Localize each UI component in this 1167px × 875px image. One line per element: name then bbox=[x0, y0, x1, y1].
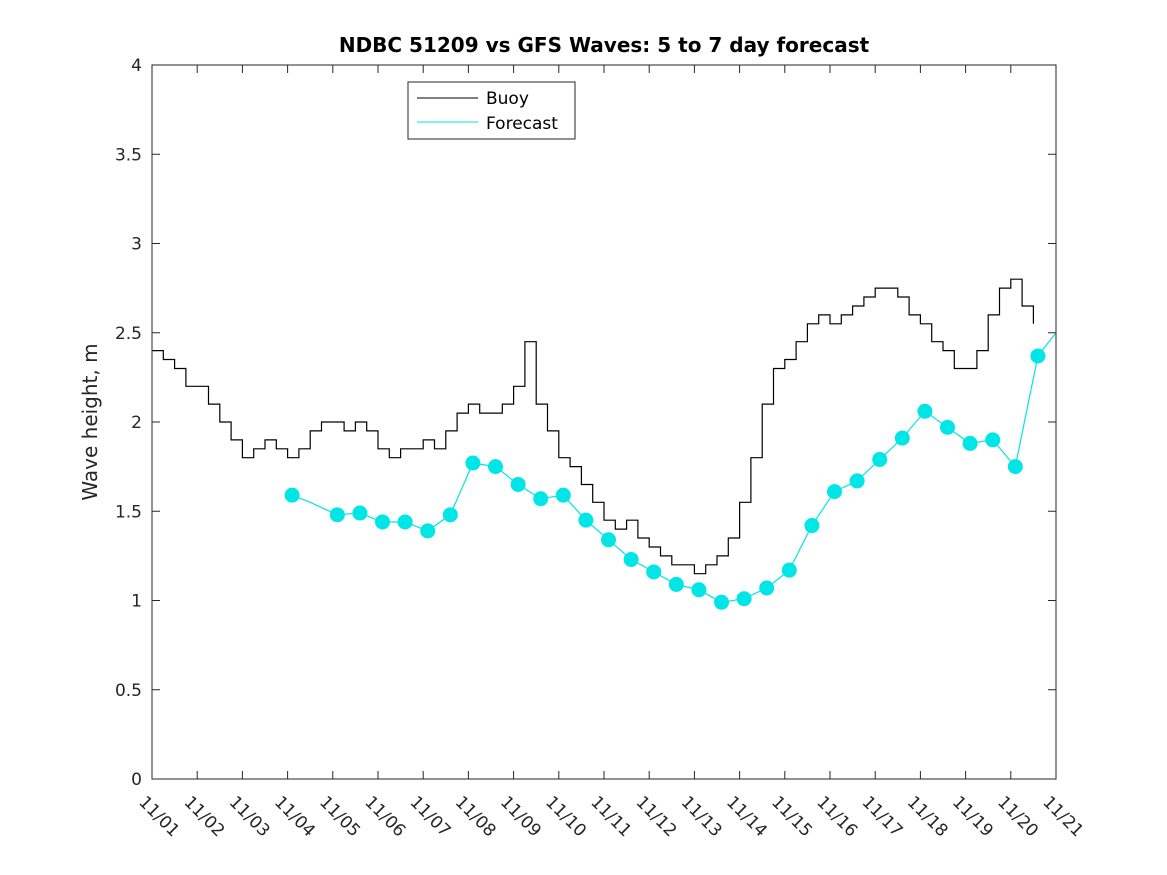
forecast-point bbox=[465, 455, 481, 471]
forecast-point bbox=[623, 551, 639, 567]
forecast-point bbox=[985, 432, 1001, 448]
forecast-point bbox=[691, 582, 707, 598]
y-tick-label: 3.5 bbox=[115, 145, 142, 165]
legend-box bbox=[407, 81, 576, 140]
forecast-point bbox=[284, 487, 300, 503]
y-tick-label: 2 bbox=[131, 413, 142, 433]
forecast-point bbox=[488, 459, 504, 475]
forecast-point bbox=[940, 419, 956, 435]
legend-forecast-label: Forecast bbox=[486, 114, 558, 134]
forecast-point bbox=[352, 505, 368, 521]
y-axis-label: Wave height, m bbox=[78, 343, 102, 500]
forecast-point bbox=[714, 594, 730, 610]
forecast-point bbox=[555, 487, 571, 503]
forecast-point bbox=[759, 580, 775, 596]
forecast-point bbox=[1007, 459, 1023, 475]
forecast-point bbox=[917, 403, 933, 419]
forecast-point bbox=[1030, 348, 1046, 364]
forecast-point bbox=[894, 430, 910, 446]
y-tick-label: 0.5 bbox=[115, 681, 142, 701]
y-axis: 0 0.5 1 1.5 2 2.5 3 3.5 4 bbox=[115, 56, 1056, 790]
y-tick-label: 2.5 bbox=[115, 324, 142, 344]
buoy-series-line bbox=[152, 278, 1034, 575]
forecast-point bbox=[668, 576, 684, 592]
y-tick-label: 1.5 bbox=[115, 502, 142, 522]
forecast-point bbox=[533, 491, 549, 507]
forecast-point bbox=[804, 518, 820, 534]
forecast-point bbox=[510, 476, 526, 492]
y-tick-label: 3 bbox=[131, 235, 142, 255]
chart-title: NDBC 51209 vs GFS Waves: 5 to 7 day fore… bbox=[339, 33, 870, 57]
forecast-point bbox=[442, 507, 458, 523]
forecast-point bbox=[329, 507, 345, 523]
forecast-markers bbox=[284, 348, 1046, 610]
plot-area bbox=[152, 65, 1056, 779]
forecast-point bbox=[578, 512, 594, 528]
forecast-point bbox=[872, 451, 888, 467]
legend-buoy-label: Buoy bbox=[486, 89, 529, 109]
forecast-point bbox=[962, 435, 978, 451]
plot-frame bbox=[151, 64, 1057, 780]
forecast-point bbox=[375, 514, 391, 530]
forecast-point bbox=[420, 523, 436, 539]
forecast-point bbox=[827, 484, 843, 500]
legend: Buoy Forecast bbox=[407, 81, 576, 140]
forecast-point bbox=[397, 514, 413, 530]
forecast-point bbox=[781, 562, 797, 578]
y-tick-label: 1 bbox=[131, 592, 142, 612]
forecast-point bbox=[601, 532, 617, 548]
forecast-point bbox=[736, 591, 752, 607]
y-tick-label: 0 bbox=[131, 770, 142, 790]
forecast-point bbox=[849, 473, 865, 489]
forecast-point bbox=[646, 564, 662, 580]
y-tick-label: 4 bbox=[131, 56, 142, 76]
